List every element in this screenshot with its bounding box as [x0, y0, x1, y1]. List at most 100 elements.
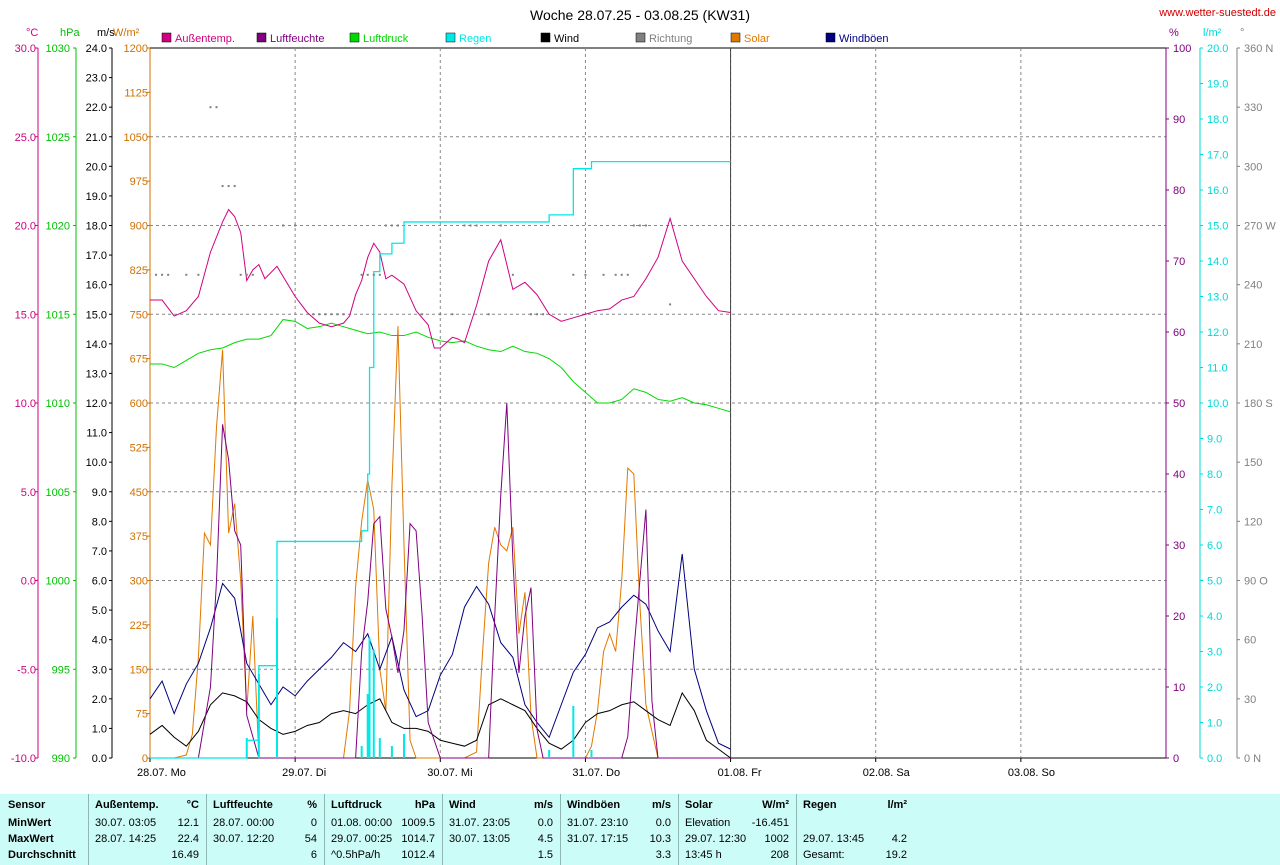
right-tick-label: 15.0: [1207, 221, 1228, 233]
right-tick-label: 13.0: [1207, 292, 1228, 304]
stats-column-3: Wind m/s 31.07. 23:05 0.0 30.07. 13:05 4.5 1.5: [442, 794, 561, 865]
direction-dot: [536, 313, 539, 316]
direction-dot: [233, 185, 236, 188]
direction-dot: [366, 273, 369, 276]
left-tick-label: 525: [130, 442, 148, 454]
stats-column-unit: %: [307, 799, 317, 811]
direction-dot: [439, 313, 442, 316]
stats-cell-value: 1012.4: [401, 849, 435, 861]
right-tick-label: 10.0: [1207, 398, 1228, 410]
direction-dot: [390, 224, 393, 227]
left-tick-label: 11.0: [86, 428, 107, 440]
left-tick-label: 1015: [46, 309, 70, 321]
series-luftdruck: [150, 319, 731, 413]
legend-label-5: Richtung: [649, 33, 692, 45]
direction-dot: [626, 273, 629, 276]
legend: Außentemp. Luftfeuchte Luftdruck Regen Wind R…: [161, 32, 889, 45]
left-tick-label: 17.0: [86, 250, 107, 262]
right-tick-label: 0.0: [1207, 753, 1222, 765]
rain-bar: [360, 746, 363, 758]
stats-column-unit: m/s: [652, 799, 671, 811]
right-tick-label: 60: [1173, 327, 1185, 339]
direction-dot: [584, 273, 587, 276]
right-tick-label: 14.0: [1207, 256, 1228, 268]
stats-column-0: Außentemp. °C 30.07. 03:05 12.1 28.07. 14:25…: [88, 794, 207, 865]
left-tick-label: 13.0: [86, 368, 107, 380]
stats-cell-value: 0.0: [655, 817, 671, 829]
left-tick-label: 14.0: [86, 339, 107, 351]
right-tick-label: 70: [1173, 256, 1185, 268]
right-tick-label: 90: [1173, 114, 1185, 126]
stats-cell-time: 28.07. 00:00: [213, 817, 275, 829]
right-tick-label: 6.0: [1207, 540, 1222, 552]
stats-column-6: Regen l/m² 29.07. 13:45 4.2 Gesamt: 19.2: [796, 794, 915, 865]
direction-dot: [324, 313, 327, 316]
stats-column-2: Luftdruck hPa 01.08. 00:00 1009.5 29.07. 00:…: [324, 794, 443, 865]
direction-dot: [372, 273, 375, 276]
left-tick-label: 0: [142, 753, 148, 765]
stats-cell-time: 13:45 h: [685, 849, 722, 861]
right-tick-label: 11.0: [1207, 363, 1228, 375]
stats-column-title: Luftfeuchte: [213, 799, 273, 811]
rain-bar: [590, 750, 593, 758]
grid: [149, 47, 1167, 759]
legend-swatch-1: [256, 32, 267, 43]
axes: °C 30.0 25.0 20.0 15.0 10.0 5.0 0.0 -5.0 -10.0 hPa…: [11, 27, 1276, 779]
direction-dot: [572, 273, 575, 276]
direction-dot: [227, 185, 230, 188]
direction-dot: [384, 224, 387, 227]
left-axis-unit-2: m/s: [97, 27, 115, 39]
x-tick-label: 30.07. Mi: [427, 767, 472, 779]
left-tick-label: 22.0: [86, 102, 107, 114]
direction-dot: [239, 273, 242, 276]
direction-dot: [530, 313, 532, 316]
stats-cell-value: 1009.5: [401, 817, 435, 829]
direction-dot: [542, 313, 545, 316]
stats-cell-value: 0: [310, 817, 317, 829]
chart-title: Woche 28.07.25 - 03.08.25 (KW31): [530, 7, 750, 23]
left-tick-label: 23.0: [86, 73, 107, 85]
left-tick-label: 675: [130, 354, 148, 366]
direction-dot: [312, 313, 315, 316]
legend-swatch-5: [635, 32, 646, 43]
left-tick-label: 6.0: [92, 576, 107, 588]
legend-swatch-3: [445, 32, 456, 43]
direction-dot: [487, 313, 490, 316]
site-link[interactable]: www.wetter-suestedt.de: [1158, 7, 1276, 19]
right-tick-label: 20.0: [1207, 43, 1228, 55]
left-tick-label: 5.0: [21, 487, 36, 499]
direction-dot: [245, 273, 248, 276]
stats-column-title: Außentemp.: [95, 799, 159, 811]
series-solar: [150, 326, 731, 759]
stats-cell-value: 1.5: [537, 849, 553, 861]
right-tick-label: 210: [1244, 339, 1262, 351]
left-tick-label: 825: [130, 265, 148, 277]
left-tick-label: 4.0: [92, 635, 107, 647]
direction-dot: [197, 273, 200, 276]
stats-column-4: Windböen m/s 31.07. 23:10 0.0 31.07. 17:15 10…: [560, 794, 679, 865]
legend-label-7: Windböen: [839, 33, 889, 45]
direction-dot: [155, 273, 158, 276]
stats-row-label: MinWert: [8, 817, 52, 829]
legend-label-6: Solar: [744, 33, 770, 45]
left-tick-label: 150: [130, 664, 148, 676]
right-axis-unit-1: l/m²: [1203, 27, 1222, 39]
weather-chart: Woche 28.07.25 - 03.08.25 (KW31) www.wet…: [11, 7, 1276, 779]
left-tick-label: 20.0: [86, 161, 107, 173]
direction-dot: [475, 224, 478, 227]
direction-dot: [221, 185, 224, 188]
direction-dot: [396, 224, 399, 227]
stats-table: Sensor MinWert MaxWert Durchschnitt Außentem…: [0, 794, 1280, 865]
right-tick-label: 16.0: [1207, 185, 1228, 197]
left-tick-label: 0.0: [92, 753, 107, 765]
left-tick-label: 15.0: [15, 309, 36, 321]
legend-swatch-4: [540, 32, 551, 43]
stats-column-title: Solar: [685, 799, 713, 811]
right-tick-label: 3.0: [1207, 647, 1222, 659]
right-tick-label: 17.0: [1207, 150, 1228, 162]
legend-swatch-0: [161, 32, 172, 43]
left-tick-label: 975: [130, 176, 148, 188]
direction-dot: [282, 224, 285, 227]
rain-bar: [403, 734, 405, 758]
direction-dot: [499, 224, 502, 227]
